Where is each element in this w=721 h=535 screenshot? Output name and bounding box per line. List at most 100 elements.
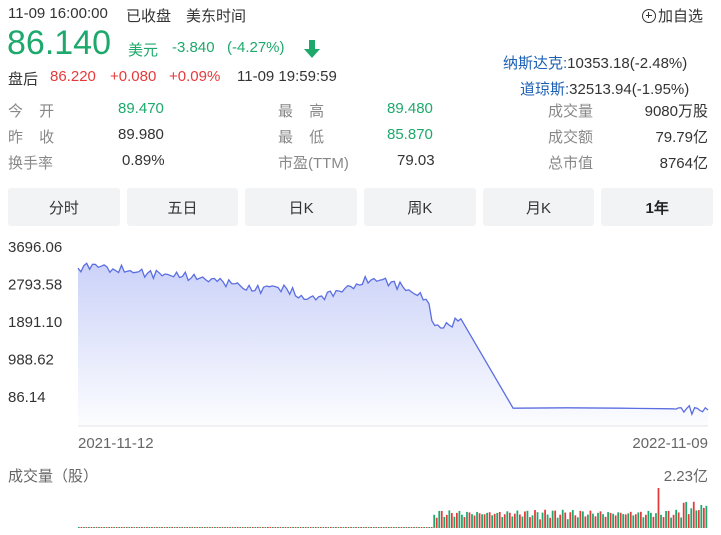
- volume-bar: [385, 527, 388, 528]
- volume-bar: [592, 513, 594, 528]
- timezone-label: 美东时间: [186, 8, 247, 25]
- stat-pe-value: 79.03: [397, 152, 435, 169]
- volume-bar: [146, 527, 148, 528]
- index-nasdaq[interactable]: 纳斯达克:10353.18(-2.48%): [503, 52, 687, 73]
- tab-weekly-k[interactable]: 周K: [364, 188, 476, 226]
- stat-low-label: 最 低: [278, 129, 331, 146]
- volume-bar: [569, 512, 572, 528]
- volume-bar: [627, 513, 630, 528]
- stat-mcap-value: 8764亿: [659, 155, 708, 172]
- y-tick-label: 86.14: [8, 389, 46, 406]
- volume-bar: [634, 514, 637, 528]
- y-tick-label: 3696.06: [8, 239, 62, 256]
- volume-bar: [141, 527, 143, 528]
- volume-bar: [607, 512, 609, 528]
- volume-bar: [705, 505, 708, 528]
- volume-bar: [246, 527, 249, 528]
- volume-bar: [259, 527, 262, 528]
- volume-bar: [438, 510, 441, 528]
- volume-bar: [481, 514, 483, 528]
- volume-bar: [125, 527, 128, 528]
- volume-bar: [120, 527, 123, 528]
- index-dow[interactable]: 道琼斯:32513.94(-1.95%): [520, 78, 689, 99]
- volume-bar: [511, 516, 514, 528]
- volume-bar: [413, 527, 415, 528]
- volume-bar: [576, 517, 579, 528]
- volume-bar: [506, 511, 509, 528]
- volume-bar: [493, 513, 496, 528]
- volume-bar: [161, 527, 163, 528]
- volume-bar: [687, 514, 690, 528]
- volume-bar: [445, 514, 448, 528]
- volume-bar: [501, 517, 504, 528]
- volume-bar: [458, 510, 461, 528]
- volume-bar: [312, 527, 315, 528]
- volume-bar: [624, 514, 627, 528]
- volume-bar: [395, 527, 398, 528]
- volume-bar: [362, 527, 365, 528]
- volume-bar: [660, 514, 662, 528]
- volume-bar: [103, 527, 105, 528]
- volume-bar: [483, 514, 486, 528]
- volume-bar: [476, 511, 478, 528]
- volume-bar: [521, 516, 524, 528]
- volume-bar: [496, 512, 499, 528]
- volume-bar: [433, 514, 436, 528]
- volume-bar: [304, 527, 307, 528]
- volume-bar: [473, 515, 476, 528]
- volume-bar: [508, 512, 511, 528]
- stat-high-value: 89.480: [387, 100, 433, 117]
- volume-bar: [405, 527, 408, 528]
- add-watchlist-button[interactable]: 加自选: [642, 5, 703, 26]
- volume-bar: [128, 527, 131, 528]
- volume-bar: [269, 527, 272, 528]
- volume-bar: [342, 527, 345, 528]
- volume-bar: [450, 513, 453, 528]
- volume-bar: [695, 510, 698, 528]
- volume-bar: [284, 527, 287, 528]
- volume-bar: [622, 514, 625, 528]
- volume-bar: [491, 515, 494, 528]
- volume-bar: [655, 513, 657, 528]
- volume-bar: [143, 527, 146, 528]
- volume-bar: [196, 527, 199, 528]
- volume-bar: [604, 516, 607, 528]
- volume-bar: [201, 527, 204, 528]
- volume-bar: [471, 514, 473, 528]
- x-tick-label-start: 2021-11-12: [78, 435, 154, 452]
- volume-bar: [133, 527, 136, 528]
- volume-bar: [554, 510, 557, 528]
- volume-bar: [519, 514, 521, 528]
- volume-bar: [211, 527, 214, 528]
- volume-bar: [118, 527, 121, 528]
- volume-bar: [335, 527, 337, 528]
- volume-bar: [420, 527, 423, 528]
- volume-bar: [526, 510, 529, 528]
- x-tick-label-end: 2022-11-09: [632, 435, 708, 452]
- tab-monthly-k[interactable]: 月K: [482, 188, 595, 226]
- volume-bar: [566, 519, 569, 528]
- tab-intraday[interactable]: 分时: [8, 188, 120, 226]
- volume-bar: [277, 527, 279, 528]
- volume-bar: [330, 527, 332, 528]
- volume-bar: [130, 527, 133, 528]
- add-watchlist-label: 加自选: [658, 8, 704, 25]
- volume-bar: [186, 527, 189, 528]
- price-chart[interactable]: 3696.06 2793.58 1891.10 988.62 86.14 2021-11-…: [0, 232, 721, 454]
- volume-bar: [662, 517, 665, 528]
- volume-bar: [272, 527, 274, 528]
- volume-bar: [551, 510, 554, 528]
- volume-bar: [166, 527, 168, 528]
- tab-daily-k[interactable]: 日K: [245, 188, 358, 226]
- volume-bar: [352, 527, 355, 528]
- tab-five-day[interactable]: 五日: [126, 188, 239, 226]
- volume-bar: [647, 510, 650, 528]
- volume-bar: [108, 527, 110, 528]
- tab-one-year[interactable]: 1年: [601, 188, 714, 226]
- stat-high-label: 最 高: [278, 103, 331, 120]
- volume-chart[interactable]: [0, 485, 721, 530]
- stat-amount-label: 成交额: [548, 129, 594, 146]
- volume-bar: [148, 527, 151, 528]
- volume-bar: [403, 527, 405, 528]
- volume-bar: [463, 517, 466, 528]
